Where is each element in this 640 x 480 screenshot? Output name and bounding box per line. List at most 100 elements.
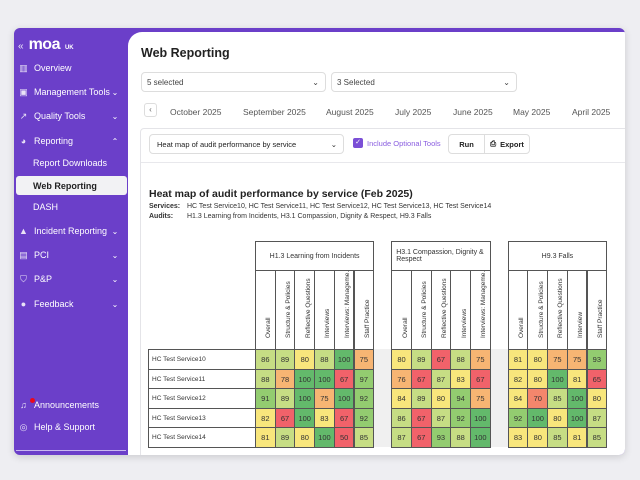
heatmap-cell: 70 [527,388,549,409]
heatmap-cell: 75 [547,349,568,370]
sidebar-item-incident-reporting[interactable]: ▲ Incident Reporting ⌄ [14,221,128,241]
sidebar-item-overview[interactable]: ▥ Overview [14,58,128,78]
include-optional-checkbox[interactable]: ✓ [353,138,363,148]
heatmap-cell: 80 [391,349,412,370]
sidebar-subitem-dash[interactable]: DASH [16,197,127,216]
sidebar-item-help-support[interactable]: ◎ Help & Support [14,417,128,437]
heatmap-cell: 88 [450,427,471,448]
heatmap-cell: 100 [333,349,355,370]
row-label: HC Test Service11 [148,368,256,390]
column-header-label: Overall [401,317,409,338]
tab-month[interactable]: July 2025 [395,107,432,117]
heatmap-cell: 78 [274,368,296,390]
logo-suffix: UK [64,45,74,51]
heatmap-cell: 86 [255,349,276,370]
tab-month[interactable]: May 2025 [513,107,551,117]
heatmap-cell: 82 [507,368,529,390]
month-tabs: ‹ October 2025 September 2025 August 202… [128,103,625,121]
heatmap-cell: 100 [566,407,588,429]
report-type-select[interactable]: Heat map of audit performance by service… [149,134,344,154]
sidebar-item-label: Quality Tools [34,111,86,121]
chevron-left-icon[interactable]: ‹ [144,103,157,117]
heatmap-cell: 83 [314,407,335,429]
sidebar-subitem-label: DASH [33,201,59,212]
heatmap-cell: 85 [547,388,568,409]
sidebar-item-quality-tools[interactable]: ↗ Quality Tools ⌄ [14,106,128,126]
heatmap-cell: 93 [430,427,452,448]
column-header: Interviews [450,270,471,350]
heatmap-cell: 67 [410,368,432,390]
audits-meta-value: H1.3 Learning from Incidents, H3.1 Compa… [187,213,432,220]
sidebar-subitem-report-downloads[interactable]: Report Downloads [16,153,127,172]
heatmap-cell: 100 [566,388,588,409]
column-header: Staff Practice [586,270,608,350]
column-header-label: Interview [577,311,585,338]
run-button[interactable]: Run [448,134,485,154]
heatmap-cell: 81 [566,368,588,390]
column-header: Overall [255,270,276,350]
heatmap-cell: 100 [470,407,491,429]
bell-icon: ♫ [18,398,35,410]
column-header-label: Interviews: Manageme... [480,270,488,338]
sidebar-subitem-web-reporting[interactable]: Web Reporting [16,176,127,195]
heatmap-cell: 67 [333,368,355,390]
services-meta: Services: HC Test Service10, HC Test Serv… [149,203,491,210]
logo[interactable]: « moa UK [18,36,74,54]
column-header: Reflective Questions [430,270,452,350]
heatmap-cell: 80 [294,427,316,448]
heatmap-cell: 89 [274,388,296,409]
card-icon: ▤ [19,250,28,260]
sidebar-item-feedback[interactable]: ● Feedback ⌄ [14,294,128,314]
sidebar-item-label: P&P [34,274,53,284]
audits-select[interactable]: 3 Selected ⌄ [331,72,517,92]
tab-month[interactable]: June 2025 [453,107,493,117]
services-meta-value: HC Test Service10, HC Test Service11, HC… [187,203,492,210]
sidebar-item-pp[interactable]: ⛉ P&P ⌄ [14,269,128,289]
column-header: Structure & Policies [274,270,296,350]
heatmap-cell: 67 [410,427,432,448]
include-optional-label[interactable]: Include Optional Tools [367,139,441,148]
printer-icon: ⎙ [490,139,497,148]
group-header: H1.3 Learning from Incidents [255,241,375,271]
heatmap-cell: 87 [391,427,412,448]
sidebar-item-reporting[interactable]: ◕ Reporting ⌃ [14,131,128,151]
heatmap-cell: 87 [430,368,452,390]
column-header-label: Staff Practice [596,299,604,338]
heatmap-cell: 100 [294,368,316,390]
tab-month[interactable]: April 2025 [572,107,611,117]
toolbox-icon: ▣ [19,87,28,97]
heatmap-cell: 97 [353,368,375,390]
column-header: Structure & Policies [527,270,549,350]
heatmap-cell: 84 [507,388,529,409]
heatmap-cell: 50 [333,427,355,448]
page-title: Web Reporting [141,46,230,60]
heatmap-cell: 88 [450,349,471,370]
heatmap-cell: 89 [274,427,296,448]
sidebar-item-announcements[interactable]: ♫ Announcements [14,395,128,415]
tab-month[interactable]: October 2025 [170,107,222,117]
group-header: H9.3 Falls [507,241,608,271]
column-header: Overall [391,270,412,350]
sidebar-item-pci[interactable]: ▤ PCI ⌄ [14,245,128,265]
services-select[interactable]: 5 selected ⌄ [141,72,326,92]
run-label: Run [459,139,474,149]
tab-month[interactable]: August 2025 [326,107,374,117]
sidebar-item-management-tools[interactable]: ▣ Management Tools ⌄ [14,82,128,102]
heatmap-cell: 75 [470,349,491,370]
collapse-sidebar-icon[interactable]: « [18,41,24,52]
chevron-down-icon: ⌄ [111,87,119,97]
heatmap-cell: 83 [450,368,471,390]
chevron-down-icon: ⌄ [111,250,119,260]
heatmap-cell: 89 [410,349,432,370]
heatmap-cell: 100 [527,407,549,429]
heatmap-cell: 94 [450,388,471,409]
export-label: Export [500,139,524,149]
heatmap-cell: 93 [586,349,608,370]
tab-month[interactable]: September 2025 [243,107,306,117]
export-button[interactable]: ⎙ Export [484,134,530,154]
sidebar-subitem-label: Web Reporting [33,180,97,191]
heatmap-cell: 100 [294,388,316,409]
row-label: HC Test Service12 [148,388,256,409]
column-header-label: Interviews: Manageme... [344,270,352,338]
column-header: Interviews: Manageme... [333,270,355,350]
